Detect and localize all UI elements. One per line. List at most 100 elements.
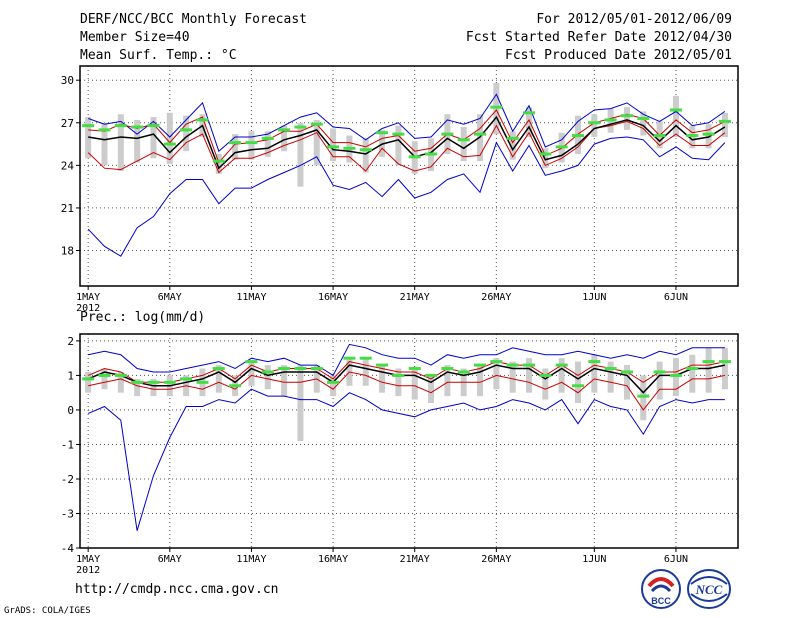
precip-member-bar <box>542 368 549 400</box>
temp-observed-marker <box>180 128 193 132</box>
temp-member-bar <box>362 138 369 173</box>
precip-member-bar <box>264 365 271 390</box>
temp-observed-marker <box>392 132 405 136</box>
precip-y-tick-label: -3 <box>61 507 74 520</box>
precip-observed-marker <box>669 373 682 377</box>
temp-x-tick-label: 21MAY <box>400 292 430 303</box>
precip-x-tick-label: 16MAY <box>318 554 348 565</box>
precip-min-line <box>88 388 725 531</box>
precip-member-bar <box>623 365 630 400</box>
precip-member-bar <box>689 354 696 393</box>
temp-member-bar <box>117 114 124 172</box>
precip-x-tick-label: 1MAY <box>76 554 100 565</box>
temp-observed-marker <box>702 132 715 136</box>
temp-observed-marker <box>278 128 291 132</box>
temp-member-bar <box>395 125 402 166</box>
precip-max-line <box>88 343 725 377</box>
precip-observed-marker <box>718 360 731 364</box>
ncc-logo: NCC <box>687 569 731 609</box>
temp-x-tick-label: 26MAY <box>481 292 511 303</box>
precip-observed-marker <box>604 367 617 371</box>
temp-observed-marker <box>604 118 617 122</box>
temp-member-bar <box>330 128 337 162</box>
bcc-logo: BCC <box>641 569 681 609</box>
temp-observed-marker <box>653 134 666 138</box>
temp-observed-marker <box>343 146 356 150</box>
temp-member-bar <box>281 125 288 152</box>
source-url[interactable]: http://cmdp.ncc.cma.gov.cn <box>75 582 279 597</box>
temp-x-tick-label: 2012 <box>76 303 100 314</box>
precip-observed-marker <box>702 360 715 364</box>
temp-observed-marker <box>376 131 389 135</box>
precip-member-bar <box>574 361 581 404</box>
precip-member-bar <box>428 375 435 404</box>
precip-x-tick-label: 11MAY <box>236 554 266 565</box>
temp-y-tick-label: 18 <box>61 245 74 258</box>
precip-member-bar <box>477 365 484 397</box>
precip-member-bar <box>640 375 647 421</box>
precip-member-bar <box>411 368 418 400</box>
temp-member-bar <box>297 122 304 187</box>
temp-member-bar <box>313 119 320 166</box>
temp-member-bar <box>526 107 533 137</box>
temp-member-bar <box>232 134 239 160</box>
precip-member-bar <box>150 378 157 397</box>
precip-observed-marker <box>474 363 487 367</box>
precip-observed-marker <box>620 370 633 374</box>
temp-observed-marker <box>229 141 242 145</box>
temp-observed-marker <box>408 155 421 159</box>
temp-observed-marker <box>359 148 372 152</box>
precip-member-bar <box>526 358 533 393</box>
precip-p90-line <box>88 361 726 383</box>
temp-observed-marker <box>490 105 503 109</box>
bcc-logo-text: BCC <box>651 596 671 606</box>
temp-observed-marker <box>588 121 601 125</box>
temp-x-tick-label: 6JUN <box>664 292 688 303</box>
precip-member-bar <box>101 368 108 390</box>
precip-x-tick-label: 21MAY <box>400 554 430 565</box>
precip-member-bar <box>656 361 663 400</box>
precip-observed-marker <box>180 377 193 381</box>
precip-observed-marker <box>147 380 160 384</box>
temp-plot-area <box>80 66 738 286</box>
precip-x-tick-label: 1JUN <box>582 554 606 565</box>
forecast-start-date: Fcst Started Refer Date 2012/04/30 <box>465 30 732 45</box>
temp-member-bar <box>134 119 141 163</box>
temp-observed-marker <box>571 134 584 138</box>
precip-observed-marker <box>506 363 519 367</box>
precip-observed-marker <box>310 367 323 371</box>
precip-observed-marker <box>376 363 389 367</box>
precip-x-tick-label: 6JUN <box>664 554 688 565</box>
temp-member-bar <box>721 112 728 137</box>
precip-member-bar <box>493 358 500 390</box>
precip-observed-marker <box>490 360 503 364</box>
temp-member-bar <box>101 122 108 166</box>
temp-member-bar <box>215 154 222 174</box>
precip-observed-marker <box>278 367 291 371</box>
precip-observed-marker <box>392 373 405 377</box>
temp-observed-marker <box>310 122 323 126</box>
precip-observed-marker <box>555 363 568 367</box>
precip-member-bar <box>248 361 255 386</box>
temp-observed-marker <box>441 132 454 136</box>
precip-observed-marker <box>686 367 699 371</box>
precip-observed-marker <box>359 356 372 360</box>
precip-observed-marker <box>588 360 601 364</box>
temp-observed-marker <box>294 125 307 129</box>
temp-y-tick-label: 27 <box>61 117 74 130</box>
precip-member-bar <box>672 358 679 397</box>
temp-observed-marker <box>506 136 519 140</box>
precip-observed-marker <box>523 363 536 367</box>
precip-member-bar <box>281 365 288 397</box>
temp-member-bar <box>640 111 647 136</box>
temp-member-bar <box>150 117 157 159</box>
precip-p10-line <box>88 371 726 411</box>
precip-member-bar <box>379 365 386 393</box>
precip-y-tick-label: 0 <box>67 404 74 417</box>
temp-observed-marker <box>669 108 682 112</box>
temp-member-bar <box>623 107 630 130</box>
temp-observed-marker <box>620 114 633 118</box>
precip-member-bar <box>362 358 369 386</box>
precip-observed-marker <box>294 367 307 371</box>
